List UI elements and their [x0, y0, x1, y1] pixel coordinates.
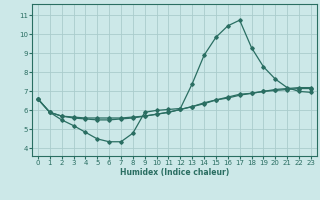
- X-axis label: Humidex (Indice chaleur): Humidex (Indice chaleur): [120, 168, 229, 177]
